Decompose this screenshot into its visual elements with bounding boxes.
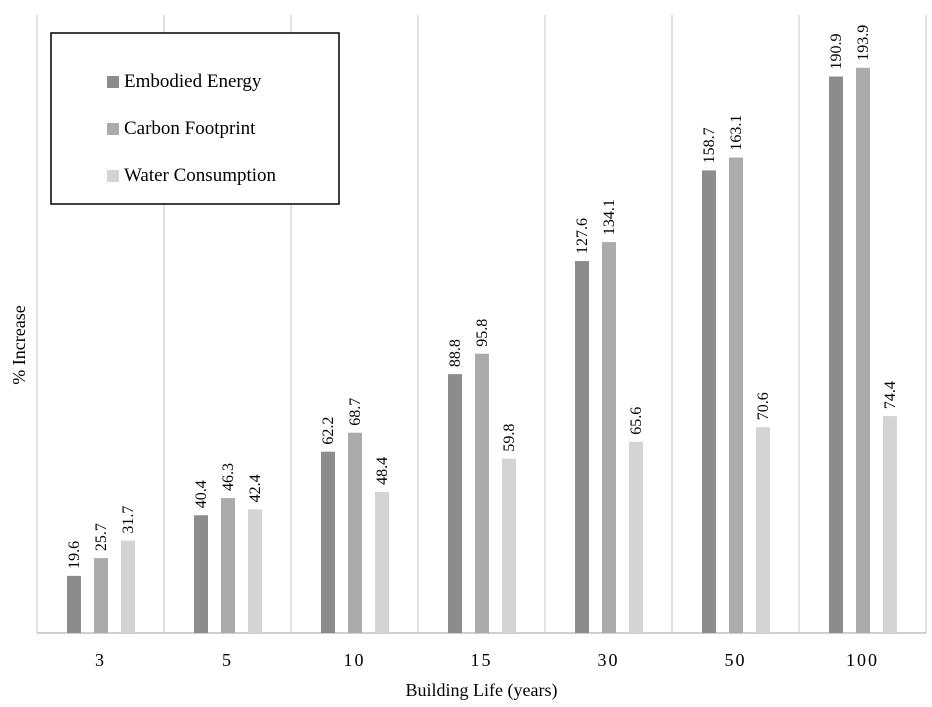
data-label: 158.7 [701,127,718,163]
legend-swatch [107,76,119,88]
x-axis-title: Building Life (years) [406,680,558,701]
bar [194,515,208,633]
x-tick-labels: 3 5 10 15 30 50 100 [95,650,879,670]
bar [121,540,135,633]
bar [829,76,843,634]
data-labels: 19.6 25.7 31.7 40.4 46.3 42.4 62.2 68.7 48.4 88.8… [66,25,899,569]
data-label: 48.4 [374,457,391,485]
data-label: 163.1 [728,115,745,151]
legend-swatch [107,170,119,182]
legend-label: Carbon Footprint [124,118,256,139]
bar [221,498,235,633]
data-label: 193.9 [855,25,872,61]
bar [602,242,616,633]
legend-label: Water Consumption [124,165,277,186]
bar [448,374,462,633]
bar [856,67,870,634]
legend: Embodied Energy Carbon Footprint Water Con… [50,32,340,205]
x-tick-label: 10 [344,650,366,670]
data-label: 74.4 [882,381,899,409]
data-label: 134.1 [601,199,618,235]
bar [575,261,589,633]
legend-box [50,32,340,205]
x-tick-label: 50 [725,650,747,670]
data-label: 68.7 [347,398,364,426]
bar [502,458,516,633]
x-tick-label: 5 [222,650,233,670]
data-label: 59.8 [501,424,518,452]
x-tick-label: 3 [95,650,106,670]
data-label: 190.9 [828,34,845,70]
legend-swatch [107,123,119,135]
data-label: 127.6 [574,218,591,254]
bar [321,451,335,633]
x-tick-label: 30 [598,650,620,670]
data-label: 19.6 [66,541,83,569]
bar [248,509,262,633]
bar [629,441,643,633]
x-tick-label: 100 [846,650,879,670]
bar [729,157,743,633]
data-label: 62.2 [320,417,337,445]
data-label: 40.4 [193,480,210,508]
y-axis-title: % Increase [9,305,29,384]
data-label: 88.8 [447,339,464,367]
data-label: 65.6 [628,407,645,435]
x-tick-label: 15 [471,650,493,670]
bar [67,575,81,633]
data-label: 70.6 [755,392,772,420]
bar [475,353,489,633]
bar [756,427,770,633]
bar [94,558,108,633]
data-label: 42.4 [247,474,264,502]
bars [67,67,897,634]
legend-label: Embodied Energy [124,71,262,92]
bar [348,432,362,633]
bar [883,416,897,633]
bar [702,170,716,633]
data-label: 95.8 [474,319,491,347]
data-label: 31.7 [120,506,137,534]
data-label: 46.3 [220,463,237,491]
data-label: 25.7 [93,523,110,551]
bar [375,491,389,633]
